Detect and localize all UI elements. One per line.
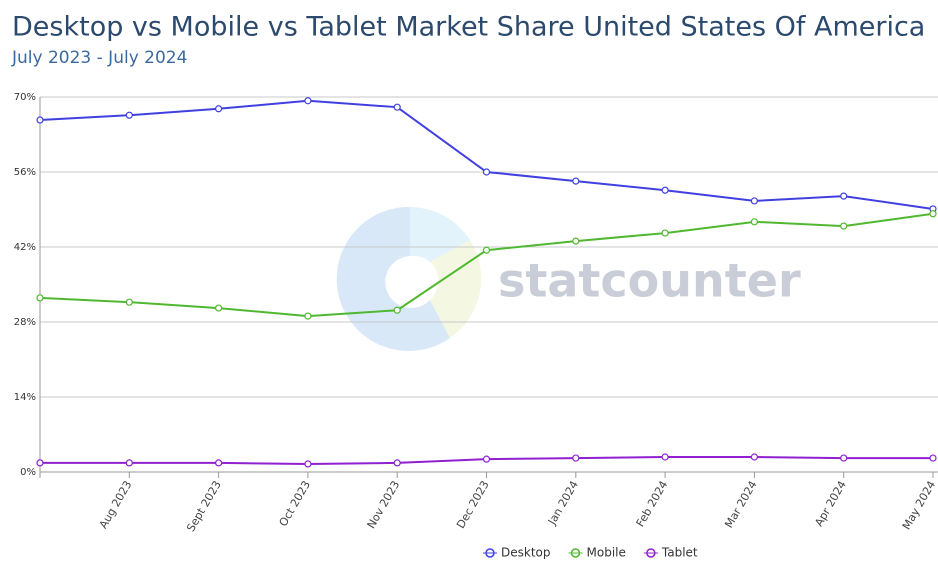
chart-subtitle: July 2023 - July 2024	[11, 48, 187, 68]
data-point	[393, 459, 401, 467]
x-tick-label: Nov 2023	[365, 479, 403, 531]
data-point	[929, 210, 937, 218]
y-tick-label: 42%	[14, 242, 36, 253]
data-point	[125, 111, 133, 119]
data-point	[840, 454, 848, 462]
x-tick-label: Jan 2024	[545, 479, 581, 528]
x-tick-label: Dec 2023	[454, 479, 492, 531]
legend-label: Mobile	[587, 546, 626, 560]
data-point	[661, 229, 669, 237]
data-point	[393, 103, 401, 111]
data-point	[304, 312, 312, 320]
data-point	[215, 304, 223, 312]
x-tick-label: Mar 2024	[722, 479, 759, 531]
data-point	[929, 454, 937, 462]
data-point	[750, 197, 759, 205]
data-point	[482, 455, 491, 463]
data-point	[304, 97, 312, 105]
y-tick-label: 28%	[14, 317, 36, 328]
y-tick-label: 14%	[14, 392, 36, 403]
watermark-logo	[336, 206, 482, 351]
data-point	[36, 294, 44, 302]
data-point	[36, 116, 44, 124]
x-tick-label: Feb 2024	[634, 479, 671, 530]
data-point	[36, 459, 44, 467]
data-point	[661, 186, 669, 194]
data-point	[215, 459, 223, 467]
data-point	[750, 218, 759, 226]
data-point	[661, 453, 669, 461]
data-point	[572, 237, 580, 245]
data-point	[125, 298, 133, 306]
data-point	[304, 460, 312, 468]
x-tick-label: Apr 2024	[812, 479, 849, 529]
data-point	[750, 453, 759, 461]
y-tick-label: 56%	[14, 167, 36, 178]
x-tick-label: Oct 2023	[277, 479, 314, 529]
data-point	[840, 192, 848, 200]
data-point	[482, 168, 491, 176]
data-point	[215, 105, 223, 113]
y-tick-label: 70%	[14, 92, 36, 103]
data-point	[125, 459, 133, 467]
x-tick-label: Aug 2023	[97, 479, 135, 531]
data-point	[572, 454, 580, 462]
legend-label: Tablet	[661, 546, 698, 560]
legend-label: Desktop	[501, 546, 551, 560]
y-tick-label: 0%	[20, 467, 36, 478]
watermark-text: statcounter	[498, 254, 801, 308]
data-point	[393, 306, 401, 314]
series-line	[39, 99, 934, 210]
x-tick-label: Sept 2023	[184, 479, 224, 534]
data-point	[482, 246, 491, 254]
chart-title: Desktop vs Mobile vs Tablet Market Share…	[12, 12, 925, 43]
data-point	[840, 222, 848, 230]
data-point	[572, 177, 580, 185]
x-tick-label: May 2024	[900, 479, 938, 532]
